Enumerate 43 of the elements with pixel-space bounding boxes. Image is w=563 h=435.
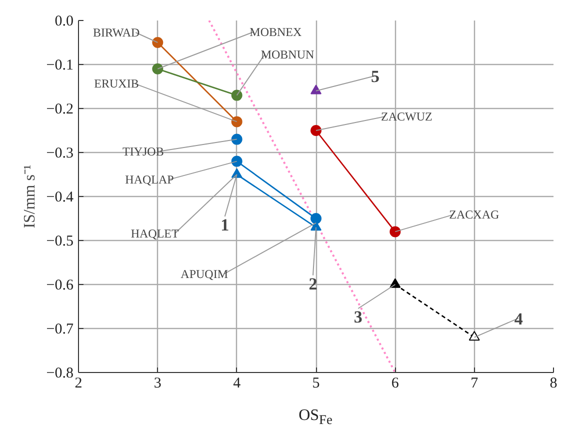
y-tick-label: −0.6 (46, 278, 74, 294)
point (152, 37, 164, 48)
y-tick-label: −0.1 (46, 58, 74, 74)
x-tick-label: 2 (74, 376, 82, 392)
annotation: APUQIM (180, 266, 228, 281)
y-axis-title: IS/mm s⁻¹ (21, 164, 38, 228)
point (390, 226, 401, 238)
point (310, 213, 322, 224)
y-tick-label: −0.5 (46, 234, 74, 250)
annotation: MOBNEX (250, 24, 302, 39)
point (310, 125, 322, 136)
point (231, 156, 242, 167)
x-tick-label: 7 (470, 376, 479, 392)
annotation: ERUXIB (94, 76, 139, 91)
x-tick-label: 8 (550, 376, 558, 392)
annotation: 3 (354, 308, 362, 326)
y-tick-label: −0.8 (46, 366, 74, 382)
annotation: ZACXAG (449, 208, 500, 222)
x-tick-label: 6 (391, 376, 400, 392)
point (310, 84, 322, 94)
annotation: 4 (514, 309, 524, 328)
y-tick-label: −0.4 (46, 190, 74, 206)
point (231, 116, 242, 128)
y-tick-label: 0.0 (54, 14, 74, 30)
annotation: MOBNUN (260, 47, 315, 62)
y-tick-label: −0.2 (46, 102, 74, 118)
point (152, 63, 164, 74)
annotation: 1 (220, 216, 230, 234)
annotation: 5 (371, 66, 380, 86)
point (231, 90, 242, 101)
annotation: 2 (308, 274, 318, 294)
point (231, 134, 242, 145)
x-tick-label: 4 (233, 376, 242, 392)
annotation: ZACWUZ (381, 110, 432, 124)
annotation: HAQLET (130, 226, 180, 240)
x-tick-label: 3 (154, 376, 162, 392)
y-tick-label: −0.7 (46, 322, 74, 338)
x-axis-title: OS$_{Fe}$ (298, 406, 334, 430)
y-tick-label: −0.3 (46, 146, 74, 162)
annotation: BIRWAD (92, 26, 140, 40)
annotation: TIYJOB (122, 144, 164, 158)
x-tick-label: 5 (312, 376, 320, 392)
annotation: HAQLAP (125, 172, 174, 186)
